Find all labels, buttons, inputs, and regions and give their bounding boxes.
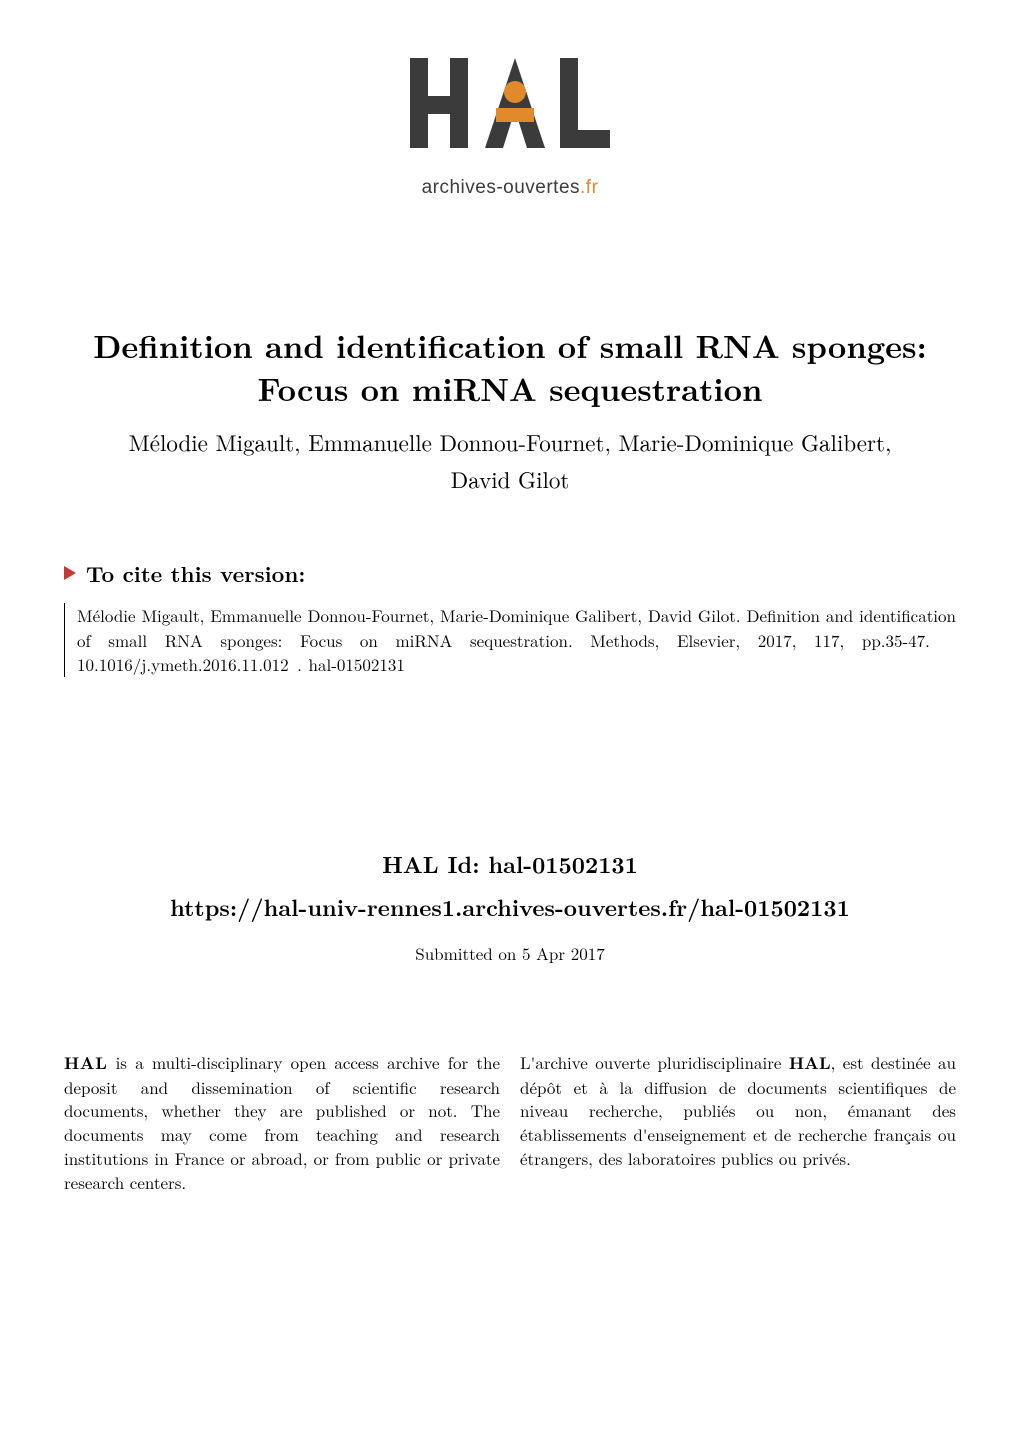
- cite-header: To cite this version:: [64, 558, 956, 589]
- hal-url: https://hal-univ-rennes1.archives-ouvert…: [0, 890, 1020, 923]
- footer-right: L'archive ouverte pluridisciplinaire HAL…: [520, 1051, 956, 1195]
- hal-logo-block: archives-ouvertes.fr: [0, 0, 1020, 199]
- triangle-icon: [64, 566, 76, 580]
- hal-id-block: HAL Id: hal-01502131 https://hal-univ-re…: [0, 847, 1020, 965]
- authors-line1: Mélodie Migault, Emmanuelle Donnou-Fourn…: [129, 425, 892, 458]
- footer-left: HAL is a multi-disciplinary open access …: [64, 1051, 500, 1195]
- paper-title: Definition and identification of small R…: [70, 324, 950, 410]
- title-block: Definition and identification of small R…: [0, 324, 1020, 498]
- logo-subtext-suffix: .fr: [580, 177, 598, 198]
- title-line1: Definition and identification of small R…: [93, 323, 927, 368]
- hal-logo-icon: [400, 48, 620, 168]
- authors: Mélodie Migault, Emmanuelle Donnou-Fourn…: [70, 424, 950, 498]
- cite-section: To cite this version: Mélodie Migault, E…: [0, 558, 1020, 677]
- submitted-date: Submitted on 5 Apr 2017: [0, 941, 1020, 965]
- citation-body: Mélodie Migault, Emmanuelle Donnou-Fourn…: [64, 603, 956, 677]
- logo-subtext-prefix: archives-ouvertes: [422, 177, 580, 198]
- cite-title: To cite this version:: [86, 558, 305, 589]
- title-line2: Focus on miRNA sequestration: [258, 366, 763, 411]
- authors-line2: David Gilot: [451, 462, 570, 495]
- logo-subtext: archives-ouvertes.fr: [0, 177, 1020, 199]
- hal-id: HAL Id: hal-01502131: [0, 847, 1020, 880]
- footer-columns: HAL is a multi-disciplinary open access …: [0, 1051, 1020, 1195]
